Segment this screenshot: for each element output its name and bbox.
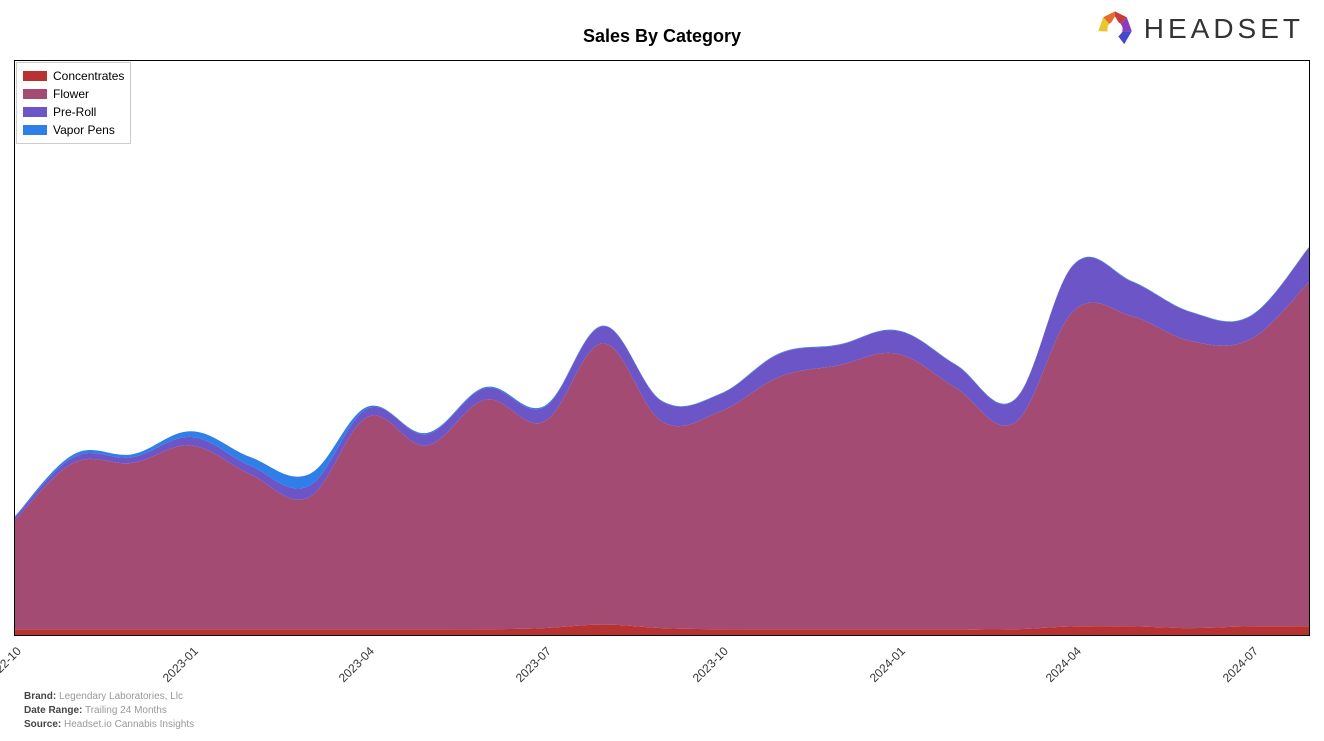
x-tick-label: 2022-10: [0, 644, 24, 685]
x-tick-label: 2024-04: [1043, 644, 1084, 685]
footer-brand-value: Legendary Laboratories, Llc: [59, 691, 183, 702]
x-tick-label: 2023-01: [160, 644, 201, 685]
footer-range-value: Trailing 24 Months: [85, 705, 167, 716]
legend-label: Concentrates: [53, 69, 124, 83]
footer-brand-label: Brand:: [24, 691, 56, 702]
legend-label: Pre-Roll: [53, 105, 96, 119]
footer-source-line: Source: Headset.io Cannabis Insights: [24, 718, 194, 732]
legend-swatch: [23, 71, 47, 81]
footer-brand-line: Brand: Legendary Laboratories, Llc: [24, 690, 194, 704]
x-tick-label: 2024-01: [866, 644, 907, 685]
x-axis-labels: 2022-102023-012023-042023-072023-102024-…: [14, 640, 1310, 700]
footer-range-label: Date Range:: [24, 705, 82, 716]
footer-source-label: Source:: [24, 719, 61, 730]
legend-swatch: [23, 107, 47, 117]
chart-footer: Brand: Legendary Laboratories, Llc Date …: [24, 690, 194, 732]
footer-range-line: Date Range: Trailing 24 Months: [24, 704, 194, 718]
x-tick-label: 2023-04: [336, 644, 377, 685]
legend-swatch: [23, 125, 47, 135]
chart-legend: Concentrates Flower Pre-Roll Vapor Pens: [16, 62, 131, 144]
legend-item-flower: Flower: [23, 85, 124, 103]
chart-plot-area: [14, 60, 1310, 636]
legend-item-concentrates: Concentrates: [23, 67, 124, 85]
legend-label: Flower: [53, 87, 89, 101]
chart-title: Sales By Category: [0, 26, 1324, 47]
legend-swatch: [23, 89, 47, 99]
legend-item-vapor-pens: Vapor Pens: [23, 121, 124, 139]
legend-label: Vapor Pens: [53, 123, 115, 137]
legend-item-pre-roll: Pre-Roll: [23, 103, 124, 121]
x-tick-label: 2024-07: [1220, 644, 1261, 685]
footer-source-value: Headset.io Cannabis Insights: [64, 719, 194, 730]
x-tick-label: 2023-07: [513, 644, 554, 685]
area-chart-svg: [15, 61, 1309, 635]
area-series-flower: [15, 282, 1309, 629]
x-tick-label: 2023-10: [690, 644, 731, 685]
